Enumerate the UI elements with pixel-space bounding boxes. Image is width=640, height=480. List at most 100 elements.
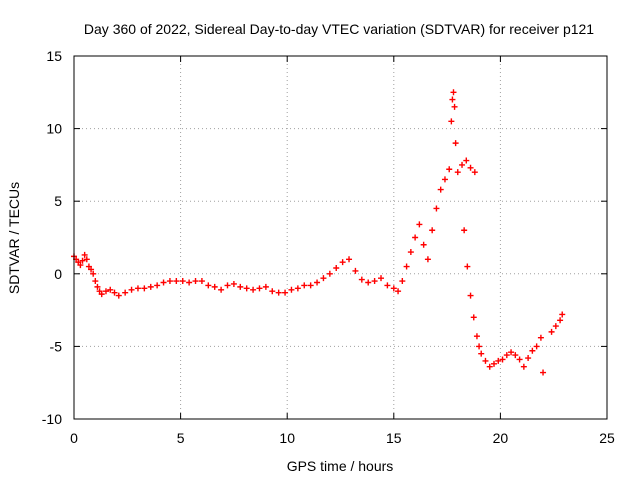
data-point [516,356,523,363]
data-point [412,234,419,241]
x-tick-label: 0 [70,430,78,446]
data-point [525,355,532,362]
data-point [333,264,340,271]
data-point [520,363,527,370]
data-point [420,241,427,248]
data-point [237,283,244,290]
data-point [94,283,101,290]
data-point [288,286,295,293]
data-point [186,279,193,286]
data-point [141,285,148,292]
data-point [441,176,448,183]
data-point [537,334,544,341]
data-point [473,333,480,340]
data-point [365,279,372,286]
y-tick-label: 5 [54,193,62,209]
chart-title: Day 360 of 2022, Sidereal Day-to-day VTE… [84,21,594,37]
data-point [250,286,257,293]
data-point [230,280,237,287]
data-point [294,285,301,292]
data-point [339,259,346,266]
data-point [77,262,84,269]
data-point [433,205,440,212]
x-tick-label: 5 [177,430,185,446]
y-axis-label: SDTVAR / TECUs [6,182,22,294]
data-point [205,282,212,289]
data-point [320,275,327,282]
data-point [352,267,359,274]
data-point [471,169,478,176]
data-point [102,288,109,295]
series-SDTVAR [71,89,566,376]
data-point [540,369,547,376]
data-point [529,347,536,354]
data-point [282,289,289,296]
y-tick-label: 0 [54,266,62,282]
data-point [429,227,436,234]
data-point [450,89,457,96]
data-point [467,164,474,171]
data-point [533,343,540,350]
data-point [111,289,118,296]
data-point [256,285,263,292]
data-point [482,357,489,364]
x-tick-label: 20 [493,430,509,446]
data-point [459,161,466,168]
data-point [107,286,114,293]
data-point [399,278,406,285]
data-point [154,282,161,289]
y-tick-label: 10 [46,121,62,137]
data-point [395,288,402,295]
data-point [160,279,167,286]
y-tick-label: 15 [46,48,62,64]
data-point [476,343,483,350]
data-point [81,251,88,258]
data-point [461,227,468,234]
data-point [454,169,461,176]
data-point [503,352,510,359]
data-point [559,311,566,318]
data-point [92,278,99,285]
data-point [512,352,519,359]
x-axis-label: GPS time / hours [287,458,394,474]
data-point [314,279,321,286]
data-point [218,286,225,293]
y-tick-label: -5 [50,338,63,354]
data-point [452,140,459,147]
data-points [71,89,566,376]
grid [74,56,607,419]
data-point [491,360,498,367]
data-point [147,283,154,290]
data-point [122,289,129,296]
axis-ticks: 0 5 10 15 20 25 -10 -5 0 5 10 15 [42,48,615,446]
data-point [424,256,431,263]
y-tick-label: -10 [42,411,62,427]
data-point [403,263,410,270]
data-point [346,256,353,263]
data-point [262,283,269,290]
data-point [557,317,564,324]
data-point [358,276,365,283]
data-point [128,286,135,293]
data-point [448,118,455,125]
data-point [301,282,308,289]
data-point [390,285,397,292]
data-point [470,314,477,321]
data-point [463,157,470,164]
data-point [449,96,456,103]
data-point [467,292,474,299]
data-point [437,186,444,193]
data-point [192,278,199,285]
data-point [173,278,180,285]
data-point [407,249,414,256]
data-point [508,349,515,356]
data-point [326,270,333,277]
data-point [90,270,97,277]
data-point [371,278,378,285]
data-point [416,221,423,228]
x-tick-label: 15 [386,430,402,446]
data-point [307,282,314,289]
data-point [495,357,502,364]
data-point [179,278,186,285]
